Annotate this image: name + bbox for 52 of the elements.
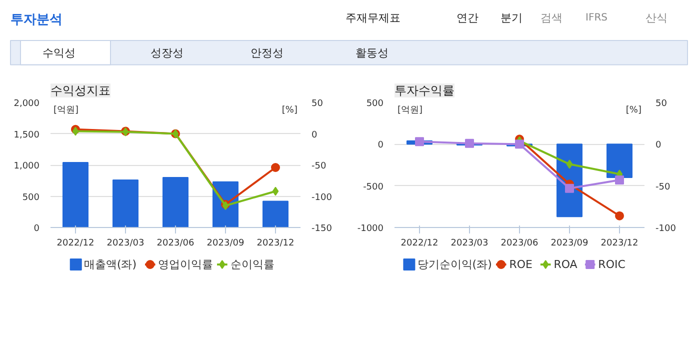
y2-tick-label: -150 [312,224,332,234]
y2-axis-title: [%] [282,106,298,116]
x-tick-label: 2023/09 [206,238,244,248]
text: 산식 [646,12,668,25]
y2-tick-label: -100 [312,192,332,203]
text: 검색 [540,12,562,25]
y2-tick-label: 50 [312,99,324,109]
y-tick-label: 1,500 [14,130,40,140]
chart-title: 투자수익률 [394,84,454,98]
legend-label: ROA [554,258,578,271]
y-axis-title: [억원] [398,106,423,116]
text: 분기 [500,12,522,25]
text: 투자분석 [10,12,62,28]
legend-label: 당기순이익(좌) [417,258,492,271]
text: 연간 [456,12,478,25]
x-tick-label: 2023/03 [450,238,488,248]
y-axis-title: [억원] [54,106,79,116]
y-tick-label: 0 [34,224,40,234]
y2-tick-label: -50 [656,182,670,192]
y2-tick-label: -50 [312,162,326,172]
x-tick-label: 2023/12 [600,238,638,248]
x-tick-label: 2023/06 [500,238,538,248]
legend-label: 영업이익률 [158,258,214,271]
text: 주재무제표 [346,12,400,25]
legend-label: ROE [509,258,533,271]
y-tick-label: 2,000 [14,99,40,109]
y-tick-label: 500 [366,99,384,109]
x-tick-label: 2023/09 [550,238,588,248]
text: 활동성 [356,46,388,60]
y2-tick-label: -100 [656,224,676,234]
y-tick-label: 500 [22,192,40,203]
text: IFRS [586,12,608,24]
text: 성장성 [150,46,184,60]
y2-tick-label: 0 [312,130,318,140]
x-tick-label: 2022/12 [400,238,438,248]
text: 안정성 [250,46,284,60]
x-tick-label: 2023/06 [156,238,194,248]
y2-tick-label: 50 [656,99,668,109]
y-tick-label: -1000 [357,224,384,234]
chart-title: 수익성지표 [50,84,110,98]
y-tick-label: 0 [378,140,384,151]
legend-label: 순이익률 [230,258,274,271]
x-tick-label: 2022/12 [56,238,94,248]
legend-label: 매출액(좌) [84,258,137,271]
y-tick-label: -500 [363,182,384,192]
x-tick-label: 2023/12 [256,238,294,248]
y2-axis-title: [%] [626,106,642,116]
legend-label: ROIC [598,258,626,271]
y2-tick-label: 0 [656,140,662,151]
y-tick-label: 1,000 [14,162,40,172]
x-tick-label: 2023/03 [106,238,144,248]
text: 수익성 [42,46,76,60]
